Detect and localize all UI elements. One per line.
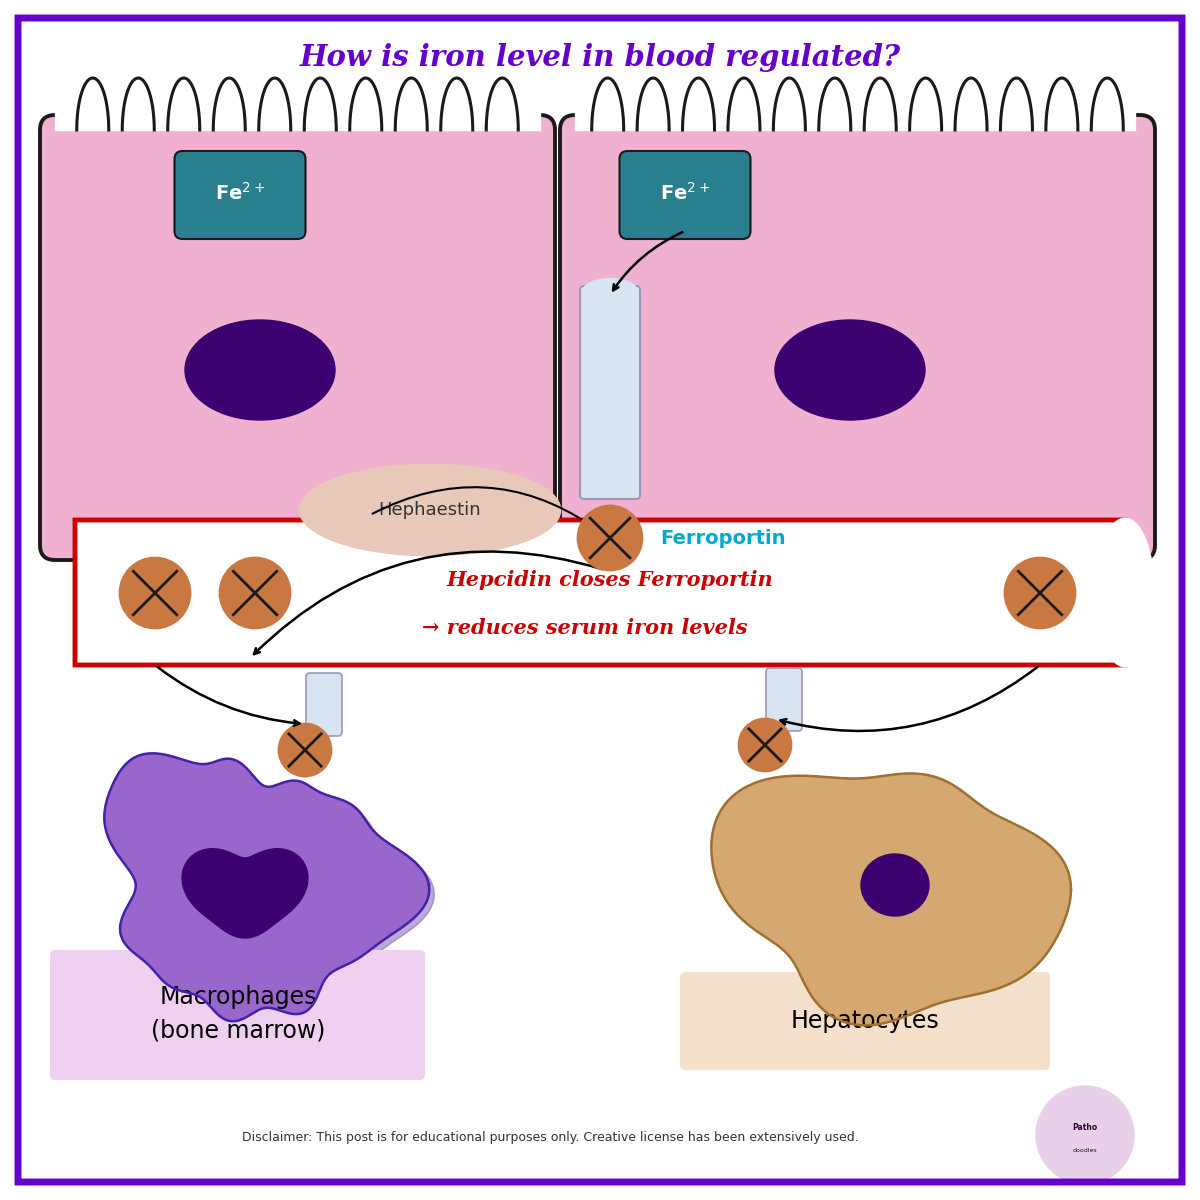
- Text: How is iron level in blood regulated?: How is iron level in blood regulated?: [300, 43, 900, 72]
- Polygon shape: [440, 78, 473, 130]
- Polygon shape: [214, 78, 245, 130]
- Ellipse shape: [300, 464, 560, 554]
- Text: Fe$^{2+}$: Fe$^{2+}$: [660, 182, 710, 204]
- Polygon shape: [728, 78, 760, 130]
- Ellipse shape: [1098, 520, 1152, 665]
- Polygon shape: [109, 758, 434, 1026]
- Circle shape: [120, 558, 190, 628]
- Text: doodles: doodles: [1073, 1147, 1097, 1152]
- FancyBboxPatch shape: [74, 520, 1126, 665]
- Polygon shape: [395, 78, 427, 130]
- Polygon shape: [122, 78, 155, 130]
- Polygon shape: [955, 78, 988, 130]
- Polygon shape: [910, 78, 942, 130]
- Polygon shape: [77, 78, 109, 130]
- Polygon shape: [712, 774, 1070, 1025]
- Text: Hephaestin: Hephaestin: [379, 502, 481, 518]
- Text: → reduces serum iron levels: → reduces serum iron levels: [422, 618, 748, 638]
- FancyBboxPatch shape: [619, 151, 750, 239]
- Polygon shape: [305, 78, 336, 130]
- Circle shape: [1037, 1087, 1133, 1183]
- Text: Ferroportin: Ferroportin: [660, 528, 786, 547]
- Ellipse shape: [185, 320, 335, 420]
- Polygon shape: [349, 78, 382, 130]
- Circle shape: [739, 719, 791, 770]
- Polygon shape: [1001, 78, 1032, 130]
- Text: Patho: Patho: [1073, 1123, 1098, 1133]
- Text: Hepatocytes: Hepatocytes: [791, 1009, 940, 1033]
- Polygon shape: [683, 78, 714, 130]
- FancyBboxPatch shape: [174, 151, 306, 239]
- Polygon shape: [864, 78, 896, 130]
- Circle shape: [578, 506, 642, 570]
- Polygon shape: [773, 78, 805, 130]
- FancyBboxPatch shape: [580, 286, 640, 499]
- Polygon shape: [259, 78, 290, 130]
- Text: Disclaimer: This post is for educational purposes only. Creative license has bee: Disclaimer: This post is for educational…: [241, 1132, 858, 1145]
- Ellipse shape: [584, 278, 636, 301]
- Polygon shape: [637, 78, 670, 130]
- Polygon shape: [486, 78, 518, 130]
- Polygon shape: [1091, 78, 1123, 130]
- FancyBboxPatch shape: [680, 972, 1050, 1070]
- Polygon shape: [182, 848, 308, 938]
- Text: Macrophages
(bone marrow): Macrophages (bone marrow): [151, 985, 325, 1043]
- Polygon shape: [168, 78, 199, 130]
- Polygon shape: [1046, 78, 1078, 130]
- Polygon shape: [592, 78, 624, 130]
- FancyBboxPatch shape: [50, 950, 425, 1080]
- Polygon shape: [104, 754, 430, 1021]
- Circle shape: [220, 558, 290, 628]
- Ellipse shape: [775, 320, 925, 420]
- Text: Fe$^{2+}$: Fe$^{2+}$: [215, 182, 265, 204]
- FancyBboxPatch shape: [766, 668, 802, 731]
- Ellipse shape: [860, 854, 929, 916]
- FancyBboxPatch shape: [560, 115, 1154, 560]
- Text: Hepcidin closes Ferroportin: Hepcidin closes Ferroportin: [446, 570, 773, 590]
- Circle shape: [1006, 558, 1075, 628]
- Polygon shape: [818, 78, 851, 130]
- FancyBboxPatch shape: [306, 673, 342, 736]
- FancyBboxPatch shape: [40, 115, 554, 560]
- Circle shape: [278, 724, 331, 776]
